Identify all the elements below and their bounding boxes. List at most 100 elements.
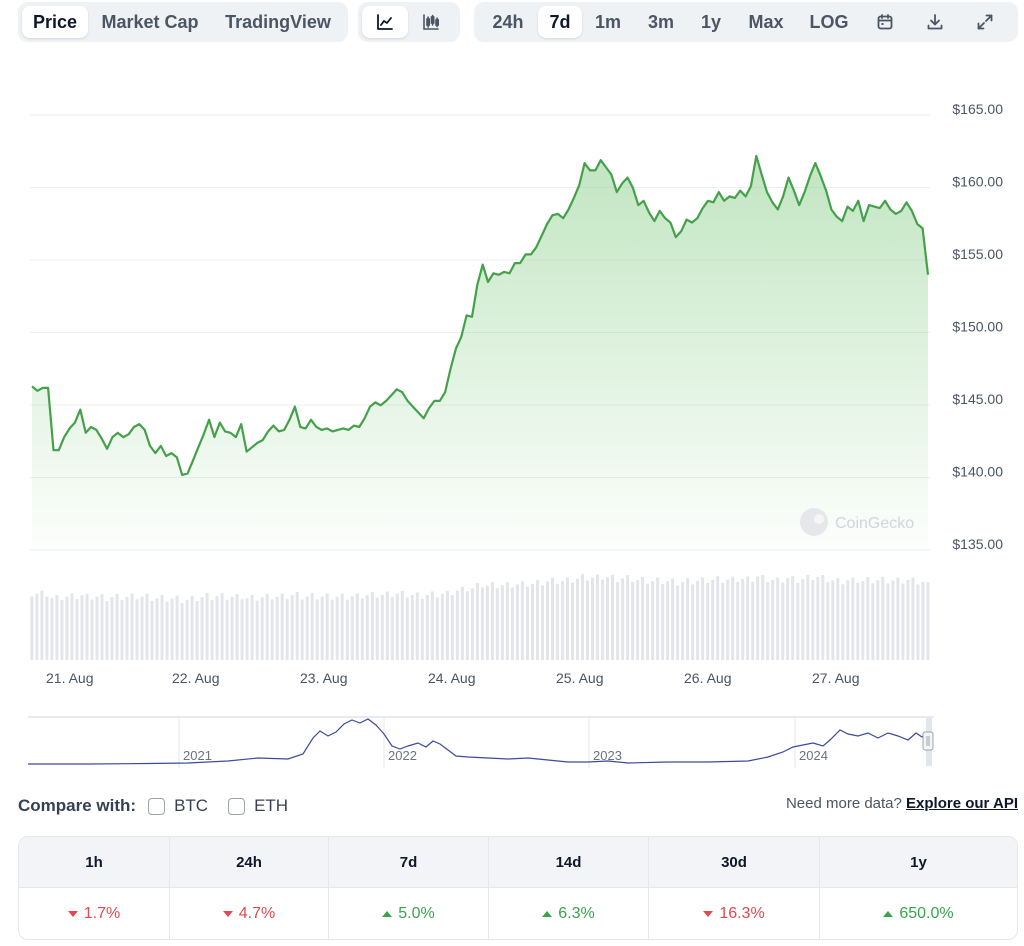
volume-bar (435, 597, 439, 660)
volume-bar (821, 575, 825, 660)
volume-bar (45, 596, 49, 660)
change-column-7d: 7d 5.0% (329, 837, 489, 939)
volume-bar (926, 582, 930, 660)
volume-bar (50, 598, 54, 660)
volume-bar (445, 590, 449, 660)
volume-bar (190, 595, 194, 660)
volume-bar (390, 597, 394, 660)
line-chart-icon (377, 14, 393, 30)
price-chart[interactable]: $165.00 $160.00 $155.00 $150.00 $145.00 $140.… (0, 60, 1024, 700)
fullscreen-icon (977, 14, 993, 30)
change-column-1y: 1y 650.0% (820, 837, 1017, 939)
volume-bar (726, 579, 730, 660)
volume-bar (891, 580, 895, 660)
navigator-handle[interactable] (922, 731, 934, 751)
volume-bar (425, 595, 429, 660)
volume-bar (801, 579, 805, 660)
compare-eth-label: ETH (254, 796, 289, 815)
volume-bar (841, 584, 845, 660)
candlestick-chart-button[interactable] (408, 6, 454, 38)
volume-bar (460, 586, 464, 660)
range-3m[interactable]: 3m (647, 11, 674, 32)
volume-bar (205, 592, 209, 660)
volume-bar (380, 594, 384, 660)
period-header: 24h (170, 837, 328, 888)
range-1m[interactable]: 1m (594, 11, 621, 32)
compare-eth-checkbox[interactable]: ETH (228, 796, 288, 816)
chart-type-group (358, 2, 460, 42)
volume-bar (155, 598, 159, 660)
fullscreen-button[interactable] (960, 6, 1010, 38)
volume-bar (771, 579, 775, 660)
range-navigator[interactable]: 2021 2022 2023 2024 (28, 716, 934, 768)
download-button[interactable] (910, 6, 960, 38)
change-text: 650.0% (899, 904, 954, 922)
checkbox-box[interactable] (148, 797, 166, 815)
volume-bar (375, 597, 379, 660)
period-header: 30d (649, 837, 819, 888)
volume-bar (165, 601, 169, 660)
compare-btc-checkbox[interactable]: BTC (148, 796, 208, 816)
change-column-14d: 14d 6.3% (489, 837, 649, 939)
volume-bar (430, 591, 434, 660)
line-chart-button[interactable] (362, 6, 408, 38)
volume-bar (731, 576, 735, 660)
range-7d[interactable]: 7d (538, 6, 582, 38)
navigator-year-2022: 2022 (388, 748, 417, 763)
volume-bar (120, 600, 124, 660)
range-max[interactable]: Max (748, 11, 784, 32)
price-line (31, 154, 930, 476)
volume-bar (245, 598, 249, 660)
tab-price[interactable]: Price (22, 6, 88, 38)
down-arrow-icon (222, 910, 233, 917)
compare-label: Compare with: (18, 796, 137, 815)
up-arrow-icon (883, 910, 894, 917)
volume-bar (370, 592, 374, 660)
volume-bar (260, 597, 264, 660)
explore-api-link[interactable]: Explore our API (906, 795, 1018, 812)
volume-bar (836, 578, 840, 660)
volume-bar (606, 577, 609, 660)
volume-bar (816, 577, 820, 660)
volume-bar (756, 576, 760, 660)
log-scale-toggle[interactable]: LOG (809, 11, 849, 32)
volume-bar (611, 574, 614, 660)
tab-tradingview[interactable]: TradingView (225, 11, 331, 32)
tab-market-cap[interactable]: Market Cap (101, 11, 199, 32)
volume-bar (160, 594, 164, 660)
volume-bar (826, 582, 830, 660)
change-value: 4.7% (170, 888, 328, 939)
volume-bar (691, 584, 695, 660)
volume-bar (831, 580, 835, 660)
volume-bar (310, 592, 314, 660)
change-column-1h: 1h 1.7% (19, 837, 170, 939)
range-1y[interactable]: 1y (700, 11, 722, 32)
x-tick-label: 24. Aug (428, 670, 476, 686)
up-arrow-icon (382, 910, 393, 917)
date-picker-button[interactable] (860, 6, 910, 38)
volume-bar (861, 581, 865, 660)
volume-bar (781, 582, 785, 660)
checkbox-box[interactable] (228, 797, 246, 815)
up-arrow-icon (542, 910, 553, 917)
change-text: 16.3% (719, 904, 765, 922)
volume-bar (350, 596, 354, 660)
navigator-year-2024: 2024 (799, 748, 828, 763)
volume-bar (681, 582, 685, 660)
volume-bar (561, 581, 564, 660)
volume-bar (145, 593, 149, 660)
volume-bar (766, 582, 770, 660)
volume-bar (85, 593, 89, 660)
volume-bar (320, 596, 324, 660)
volume-bar (250, 595, 254, 660)
range-tab-group: 24h 7d 1m 3m 1y Max LOG (474, 2, 1018, 42)
volume-bar (626, 575, 630, 660)
volume-bar (721, 582, 725, 660)
volume-bar (225, 599, 229, 660)
navigator-history-line (28, 718, 929, 765)
range-24h[interactable]: 24h (492, 11, 524, 32)
change-value: 16.3% (649, 888, 819, 939)
volume-bar (791, 576, 795, 660)
volume-bar (556, 583, 559, 660)
volume-bar (581, 574, 584, 660)
